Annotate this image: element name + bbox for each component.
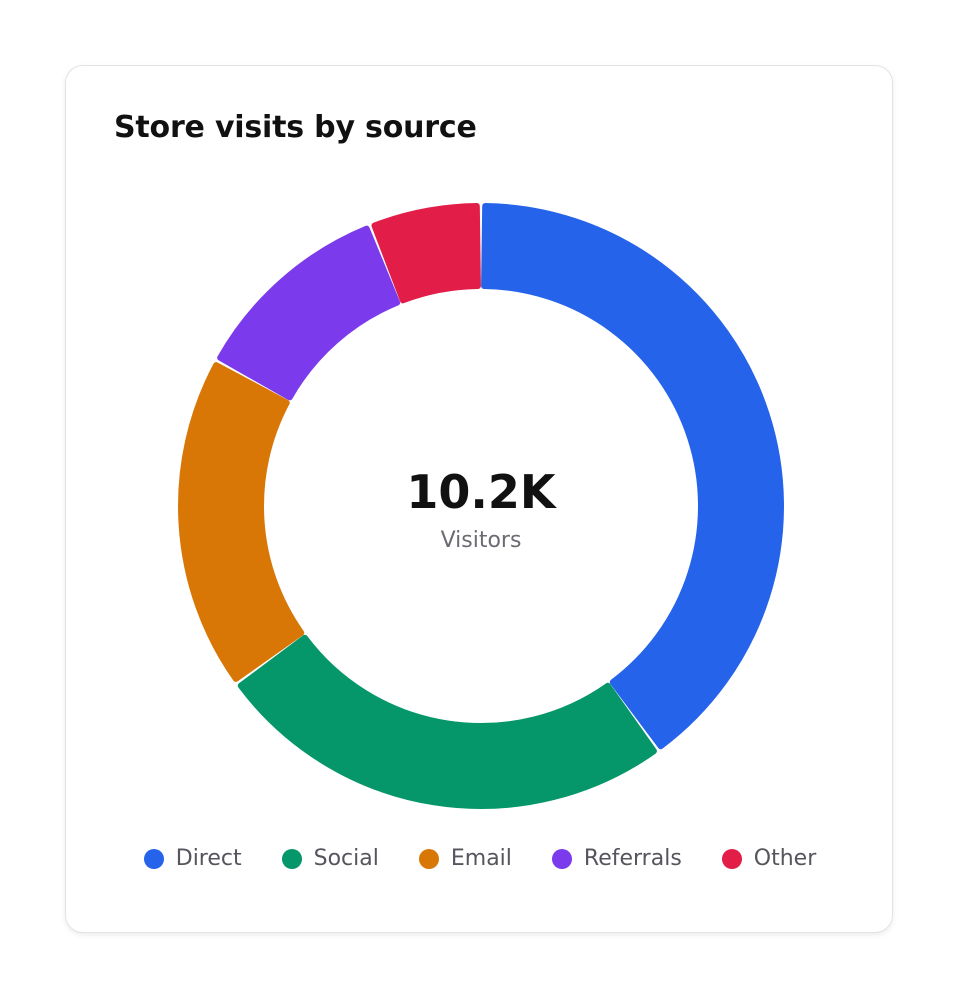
donut-slice-other[interactable] <box>371 203 481 304</box>
legend-swatch <box>281 848 302 869</box>
legend-swatch <box>143 848 164 869</box>
legend-item-direct[interactable]: Direct <box>143 846 242 871</box>
donut-chart: 10.2K Visitors <box>178 203 784 809</box>
donut-slice-social[interactable] <box>237 634 657 809</box>
center-total-value: 10.2K <box>406 465 557 519</box>
donut-slices <box>178 203 784 809</box>
legend-swatch <box>418 848 439 869</box>
legend-label: Email <box>450 846 512 871</box>
chart-legend: Direct Social Email Referrals Other <box>66 846 894 871</box>
donut-slice-direct[interactable] <box>481 203 784 750</box>
legend-label: Other <box>753 846 817 871</box>
legend-label: Referrals <box>583 846 682 871</box>
legend-swatch <box>721 848 742 869</box>
legend-label: Social <box>313 846 379 871</box>
donut-slice-referrals[interactable] <box>217 225 401 401</box>
donut-slice-email[interactable] <box>178 362 305 682</box>
center-total-label: Visitors <box>441 528 522 553</box>
legend-item-email[interactable]: Email <box>418 846 512 871</box>
legend-item-social[interactable]: Social <box>281 846 379 871</box>
legend-label: Direct <box>175 846 242 871</box>
chart-title: Store visits by source <box>114 110 477 145</box>
legend-item-referrals[interactable]: Referrals <box>551 846 682 871</box>
legend-swatch <box>551 848 572 869</box>
legend-item-other[interactable]: Other <box>721 846 817 871</box>
chart-card: Store visits by source 10.2K Visitors Di… <box>65 65 893 933</box>
